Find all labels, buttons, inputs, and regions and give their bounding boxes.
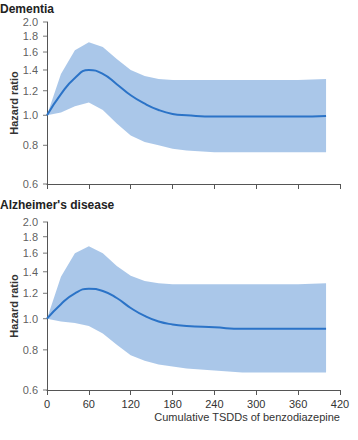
svg-text:360: 360 — [289, 398, 307, 410]
svg-text:Dementia: Dementia — [0, 2, 54, 16]
svg-text:1.4: 1.4 — [23, 266, 38, 278]
svg-text:1.0: 1.0 — [23, 313, 38, 325]
svg-text:Cumulative TSDDs of benzodiaze: Cumulative TSDDs of benzodiazepine — [154, 411, 340, 423]
svg-text:1.2: 1.2 — [23, 85, 38, 97]
svg-text:0.8: 0.8 — [23, 139, 38, 151]
svg-text:2.0: 2.0 — [23, 216, 38, 228]
svg-text:0: 0 — [44, 398, 50, 410]
svg-text:1.2: 1.2 — [23, 287, 38, 299]
svg-text:240: 240 — [205, 398, 223, 410]
svg-text:2.0: 2.0 — [23, 16, 38, 28]
svg-text:120: 120 — [122, 398, 140, 410]
svg-text:0.6: 0.6 — [23, 384, 38, 396]
svg-text:300: 300 — [247, 398, 265, 410]
svg-text:Alzheimer's disease: Alzheimer's disease — [0, 198, 115, 212]
svg-text:1.8: 1.8 — [23, 231, 38, 243]
svg-text:1.6: 1.6 — [23, 247, 38, 259]
svg-text:420: 420 — [331, 398, 349, 410]
svg-text:Hazard ratio: Hazard ratio — [8, 274, 20, 338]
svg-text:Hazard ratio: Hazard ratio — [8, 71, 20, 135]
svg-text:1.4: 1.4 — [23, 64, 38, 76]
svg-text:1.0: 1.0 — [23, 109, 38, 121]
svg-text:180: 180 — [163, 398, 181, 410]
svg-text:1.6: 1.6 — [23, 46, 38, 58]
svg-text:1.8: 1.8 — [23, 30, 38, 42]
svg-text:60: 60 — [83, 398, 95, 410]
svg-text:0.8: 0.8 — [23, 344, 38, 356]
svg-text:0.6: 0.6 — [23, 178, 38, 190]
